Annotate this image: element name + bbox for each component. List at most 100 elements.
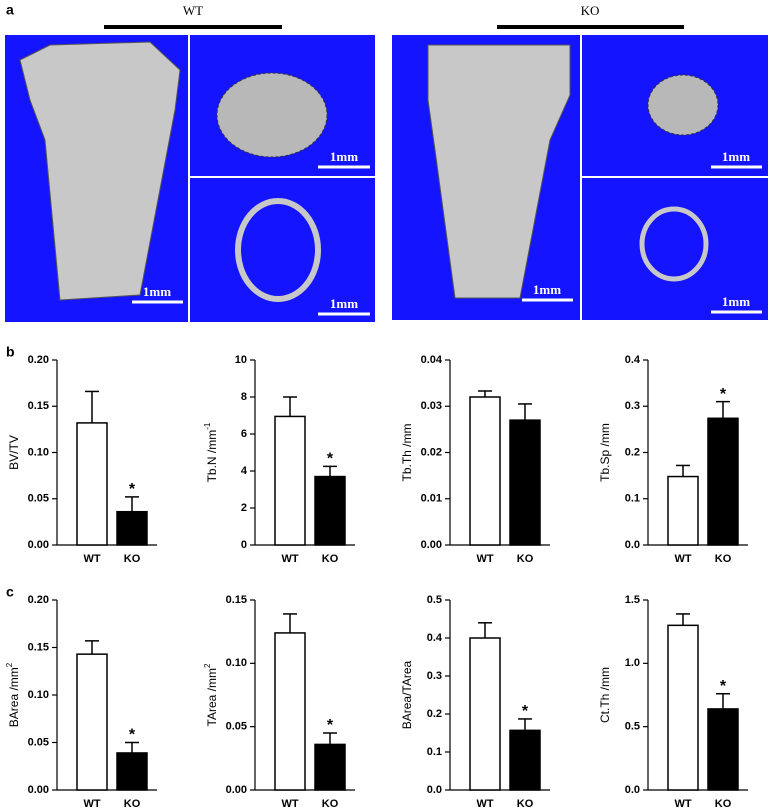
- y-tick-label: 0.2: [427, 708, 442, 720]
- significance-mark: *: [720, 678, 727, 695]
- y-axis-label-text: Tb.N /mm: [205, 430, 219, 483]
- bar: [707, 417, 739, 546]
- bar: [116, 752, 148, 791]
- x-tick-label: KO: [517, 553, 534, 565]
- y-axis-label-text: Ct.Th /mm: [598, 667, 612, 723]
- y-tick-label: 0.05: [28, 493, 49, 505]
- x-tick-label: KO: [124, 798, 141, 809]
- x-tick-label: KO: [124, 553, 141, 565]
- y-axis-label: BArea /mm2: [5, 662, 21, 727]
- y-tick-label: 4: [241, 465, 248, 477]
- bar: [274, 632, 306, 791]
- y-tick-label: 0.05: [28, 736, 49, 748]
- bar: [76, 653, 108, 791]
- y-tick-label: 0.3: [625, 400, 640, 412]
- scale-label: 1mm: [722, 149, 750, 164]
- y-axis-label-sup: 2: [203, 663, 212, 668]
- x-tick-label: KO: [715, 798, 732, 809]
- y-tick-label: 0.04: [421, 354, 443, 366]
- panel-label: b: [6, 344, 15, 360]
- y-tick-label: 0.5: [427, 594, 442, 606]
- y-tick-label: 0.00: [226, 784, 247, 796]
- y-tick-label: 0.15: [28, 641, 49, 653]
- x-tick-label: KO: [322, 798, 339, 809]
- y-tick-label: 0.3: [427, 670, 442, 682]
- y-tick-label: 0.0: [427, 784, 442, 796]
- x-tick-label: WT: [476, 798, 493, 809]
- y-tick-label: 10: [235, 354, 247, 366]
- y-axis-label-text: BArea/TArea: [400, 660, 414, 729]
- scale-label: 1mm: [143, 284, 171, 299]
- panel-label: a: [6, 2, 14, 18]
- y-axis-label-sup: -1: [203, 422, 212, 430]
- scale-label: 1mm: [533, 282, 561, 297]
- bone-image: [19, 41, 181, 301]
- y-axis-label-text: Tb.Th /mm: [400, 423, 414, 481]
- significance-mark: *: [327, 451, 334, 468]
- x-tick-label: WT: [476, 553, 493, 565]
- significance-mark: *: [720, 386, 727, 403]
- scale-label: 1mm: [330, 149, 358, 164]
- x-tick-label: WT: [83, 553, 100, 565]
- y-tick-label: 0.5: [625, 721, 640, 733]
- bar: [707, 708, 739, 791]
- y-tick-label: 0.15: [28, 400, 49, 412]
- bar: [469, 637, 501, 791]
- y-tick-label: 0.03: [421, 400, 442, 412]
- bar: [314, 475, 346, 546]
- y-tick-label: 0: [241, 539, 247, 551]
- x-tick-label: KO: [322, 553, 339, 565]
- cortical-image: [639, 206, 709, 282]
- y-axis-label: Tb.Sp /mm: [598, 423, 612, 482]
- y-tick-label: 0.20: [28, 354, 49, 366]
- y-axis-label-text: TArea /mm: [205, 668, 219, 726]
- y-axis-label: Ct.Th /mm: [598, 667, 612, 723]
- y-axis-label-text: BV/TV: [7, 435, 21, 470]
- significance-mark: *: [327, 717, 334, 734]
- bar: [274, 415, 306, 546]
- y-tick-label: 0.10: [28, 446, 49, 458]
- y-tick-label: 0.4: [625, 354, 641, 366]
- bar: [76, 422, 108, 546]
- significance-mark: *: [522, 703, 529, 720]
- y-tick-label: 0.0: [625, 784, 640, 796]
- y-tick-label: 0.00: [421, 539, 442, 551]
- x-tick-label: KO: [517, 798, 534, 809]
- bar: [509, 419, 541, 546]
- y-tick-label: 0.02: [421, 446, 442, 458]
- y-tick-label: 0.2: [625, 446, 640, 458]
- significance-mark: *: [129, 481, 136, 498]
- x-tick-label: WT: [281, 553, 298, 565]
- y-tick-label: 0.10: [226, 657, 247, 669]
- y-tick-label: 2: [241, 502, 247, 514]
- y-tick-label: 0.05: [226, 721, 247, 733]
- x-tick-label: WT: [83, 798, 100, 809]
- bar: [667, 624, 699, 791]
- x-tick-label: KO: [715, 553, 732, 565]
- cortical-image: [235, 198, 321, 302]
- bar: [469, 396, 501, 546]
- y-tick-label: 0.0: [625, 539, 640, 551]
- bar: [509, 729, 541, 791]
- y-axis-label: Tb.Th /mm: [400, 423, 414, 481]
- y-tick-label: 0.15: [226, 594, 247, 606]
- trabecular-image: [216, 72, 328, 158]
- y-tick-label: 1.0: [625, 657, 640, 669]
- y-axis-label: BArea/TArea: [400, 660, 414, 729]
- y-axis-label-text: BArea /mm: [7, 667, 21, 727]
- y-tick-label: 0.4: [427, 632, 443, 644]
- y-tick-label: 1.5: [625, 594, 640, 606]
- y-tick-label: 0.00: [28, 784, 49, 796]
- y-axis-label: TArea /mm2: [203, 663, 219, 726]
- significance-mark: *: [129, 727, 136, 744]
- y-axis-label-sup: 2: [5, 662, 14, 667]
- x-tick-label: WT: [674, 553, 691, 565]
- panel-label: c: [6, 584, 14, 600]
- y-axis-label: Tb.N /mm-1: [203, 422, 219, 482]
- y-tick-label: 0.01: [421, 493, 442, 505]
- y-tick-label: 8: [241, 391, 247, 403]
- scale-label: 1mm: [330, 296, 358, 311]
- x-tick-label: WT: [281, 798, 298, 809]
- y-tick-label: 0.00: [28, 539, 49, 551]
